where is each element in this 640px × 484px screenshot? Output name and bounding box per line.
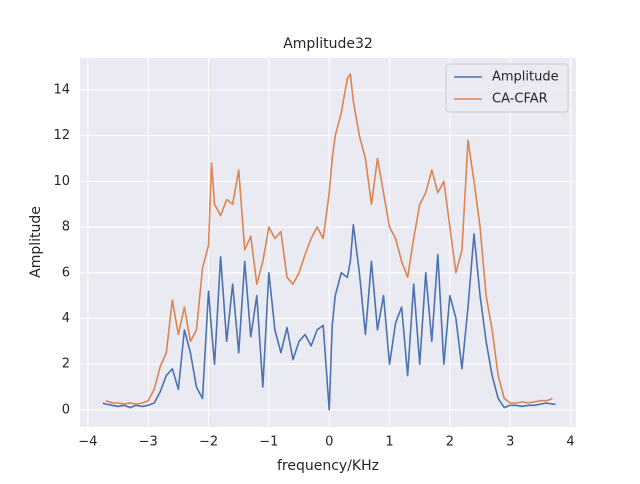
x-tick-label: −2: [199, 435, 218, 450]
y-tick-label: 0: [62, 402, 70, 417]
plot-area: [80, 58, 576, 427]
legend-label: Amplitude: [492, 70, 559, 85]
y-tick-label: 10: [53, 174, 70, 189]
x-tick-label: 0: [325, 435, 333, 450]
y-tick-label: 8: [62, 220, 70, 235]
x-tick-label: 4: [566, 435, 574, 450]
x-axis-label: frequency/KHz: [277, 458, 379, 474]
x-tick-label: −3: [139, 435, 158, 450]
y-tick-label: 6: [62, 265, 70, 280]
legend: Amplitude CA-CFAR: [445, 63, 569, 113]
series-line: [105, 73, 553, 405]
series-line: [102, 223, 556, 411]
x-tick-label: −1: [259, 435, 278, 450]
y-tick-label: 4: [62, 311, 70, 326]
grid: [80, 58, 576, 427]
legend-label: CA-CFAR: [492, 92, 548, 107]
legend-box: [445, 63, 569, 113]
y-tick-label: 14: [53, 82, 70, 97]
x-tick-label: 2: [446, 435, 454, 450]
y-tick-label: 2: [62, 357, 70, 372]
y-tick-label: 12: [53, 128, 70, 143]
lines: [102, 73, 556, 411]
x-tick-label: 1: [385, 435, 393, 450]
chart-title: Amplitude32: [283, 36, 373, 52]
y-axis-label: Amplitude: [28, 206, 44, 278]
x-tick-label: −4: [78, 435, 97, 450]
x-tick-label: 3: [506, 435, 514, 450]
